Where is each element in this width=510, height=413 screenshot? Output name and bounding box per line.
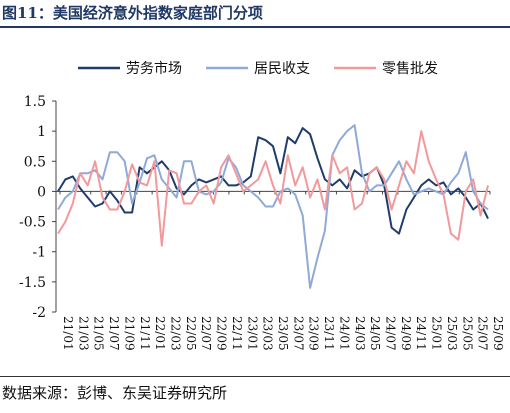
source-note: 数据来源：彭博、东吴证券研究所 xyxy=(2,382,227,403)
x-tick-label: 24/05 xyxy=(368,316,382,351)
x-tick-label: 22/01 xyxy=(153,316,167,351)
series-lines xyxy=(57,124,489,289)
y-tick-label: -0.5 xyxy=(19,215,46,231)
x-tick-label: 24/11 xyxy=(414,316,428,351)
axes: 1.5 1 0.5 0 -0.5 -1 -1.5 -2 21/01 21/03 21/05 21/07… xyxy=(19,94,505,351)
source-text: 彭博、东吴证券研究所 xyxy=(77,384,228,402)
legend-label-labor: 劳务市场 xyxy=(126,60,182,77)
y-tick-label: 0 xyxy=(37,184,46,200)
x-tick-label: 25/03 xyxy=(445,316,459,351)
x-tick-label: 21/01 xyxy=(61,316,75,351)
x-tick-label: 24/07 xyxy=(384,316,398,351)
x-tick-label: 24/01 xyxy=(337,316,351,351)
figure-title-text: 美国经济意外指数家庭部门分项 xyxy=(52,4,263,22)
x-tick-label: 21/09 xyxy=(122,316,136,351)
source-label: 数据来源： xyxy=(2,384,78,402)
y-tick-label: -1.5 xyxy=(19,275,46,291)
x-tick-label: 21/05 xyxy=(92,316,106,351)
title-rule xyxy=(0,26,510,28)
series-line-retail xyxy=(57,130,489,247)
y-tick-label: -1 xyxy=(32,245,46,261)
legend-label-income: 居民收支 xyxy=(254,61,310,77)
legend-label-retail: 零售批发 xyxy=(382,61,438,77)
x-tick-label: 21/03 xyxy=(76,316,90,351)
x-tick-label: 21/11 xyxy=(138,316,152,351)
x-tick-label: 24/09 xyxy=(399,316,413,351)
x-tick-label: 25/01 xyxy=(430,316,444,351)
line-chart: 劳务市场 居民收支 零售批发 1.510.50-0.5-1-1.5-221/01 21… xyxy=(19,60,505,351)
series-line-income xyxy=(57,124,489,289)
y-tick-label: -2 xyxy=(32,305,46,321)
x-tick-label: 25/07 xyxy=(476,316,490,351)
x-tick-label: 23/07 xyxy=(291,316,305,351)
x-tick-label: 22/11 xyxy=(230,316,244,351)
y-tick-label: 1 xyxy=(37,124,46,140)
x-tick-label: 22/03 xyxy=(169,316,183,351)
x-tick-label: 25/09 xyxy=(491,316,505,351)
figure-title: 图11：美国经济意外指数家庭部门分项 xyxy=(2,2,263,23)
x-tick-label: 23/05 xyxy=(276,316,290,351)
footer-rule xyxy=(0,376,510,377)
x-tick-label: 22/05 xyxy=(184,316,198,351)
y-tick-label: 0.5 xyxy=(24,154,46,170)
x-tick-label: 24/03 xyxy=(353,316,367,351)
legend: 劳务市场 居民收支 零售批发 xyxy=(78,60,438,77)
x-tick-label: 22/07 xyxy=(199,316,213,351)
x-tick-label: 22/09 xyxy=(215,316,229,351)
x-tick-label: 23/09 xyxy=(307,316,321,351)
x-tick-label: 21/07 xyxy=(107,316,121,351)
y-tick-label: 1.5 xyxy=(24,94,46,110)
figure-label: 图11： xyxy=(2,4,53,22)
x-tick-label: 25/05 xyxy=(460,316,474,351)
x-tick-label: 23/01 xyxy=(245,316,259,351)
x-tick-label: 23/03 xyxy=(261,316,275,351)
x-tick-label: 23/11 xyxy=(322,316,336,351)
